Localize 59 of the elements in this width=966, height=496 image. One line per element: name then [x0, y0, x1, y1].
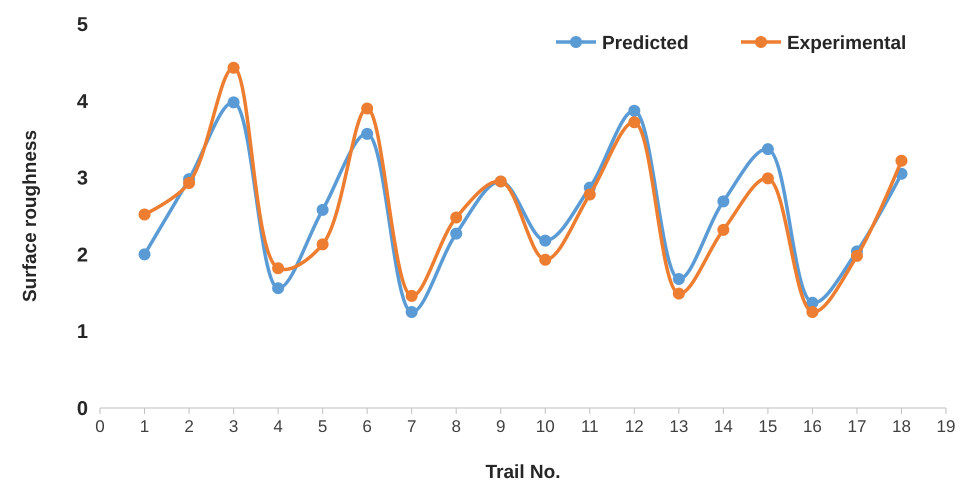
point [228, 62, 240, 74]
point [450, 212, 462, 224]
y-tick-label: 5 [76, 14, 88, 36]
x-tick-label: 13 [669, 417, 688, 436]
point [539, 254, 552, 266]
x-tick-label: 17 [847, 417, 866, 436]
point [628, 104, 640, 117]
point [316, 238, 329, 250]
x-axis-title: Trail No. [486, 462, 560, 483]
point [584, 188, 596, 200]
x-tick-label: 3 [228, 417, 238, 436]
x-tick-label: 12 [624, 417, 644, 436]
y-tick-label: 4 [76, 90, 89, 113]
point [450, 228, 462, 240]
x-tick-label: 18 [892, 417, 911, 436]
x-tick-label: 4 [273, 417, 283, 436]
point [806, 306, 818, 318]
x-tick-label: 2 [184, 417, 194, 436]
x-tick-label: 15 [758, 417, 778, 436]
x-tick-label: 8 [451, 417, 461, 436]
x-tick-label: 1 [140, 417, 150, 436]
point [228, 96, 240, 108]
point [762, 172, 774, 184]
x-tick-label: 0 [95, 417, 105, 436]
point [138, 208, 151, 220]
legend-label: Experimental [787, 33, 906, 54]
point [272, 282, 284, 294]
point [406, 306, 418, 318]
point [272, 262, 284, 274]
point [672, 272, 685, 285]
x-tick-label: 9 [496, 417, 506, 436]
y-tick-label: 2 [76, 244, 88, 266]
point [672, 288, 685, 300]
y-tick-label: 0 [76, 398, 88, 420]
x-tick-label: 5 [318, 417, 328, 436]
x-tick-label: 10 [536, 417, 555, 436]
point [628, 116, 640, 128]
legend-label: Predicted [602, 33, 689, 54]
point [850, 250, 863, 262]
point [361, 128, 374, 140]
point [361, 102, 374, 114]
x-tick-label: 19 [936, 417, 956, 436]
x-tick-label: 6 [362, 417, 372, 436]
x-tick-label: 11 [580, 417, 599, 436]
y-tick-label: 1 [76, 321, 88, 344]
x-tick-label: 16 [802, 417, 822, 436]
point [717, 224, 730, 236]
y-tick-label: 3 [76, 168, 88, 190]
point [762, 143, 774, 156]
point [539, 234, 552, 247]
point [895, 154, 908, 167]
point [316, 204, 329, 216]
x-tick-label: 7 [406, 417, 416, 436]
point [183, 176, 196, 189]
point [406, 290, 418, 302]
point [717, 195, 730, 208]
x-tick-label: 14 [714, 417, 733, 436]
y-axis-title: Surface roughness [20, 130, 41, 302]
point [138, 248, 151, 260]
